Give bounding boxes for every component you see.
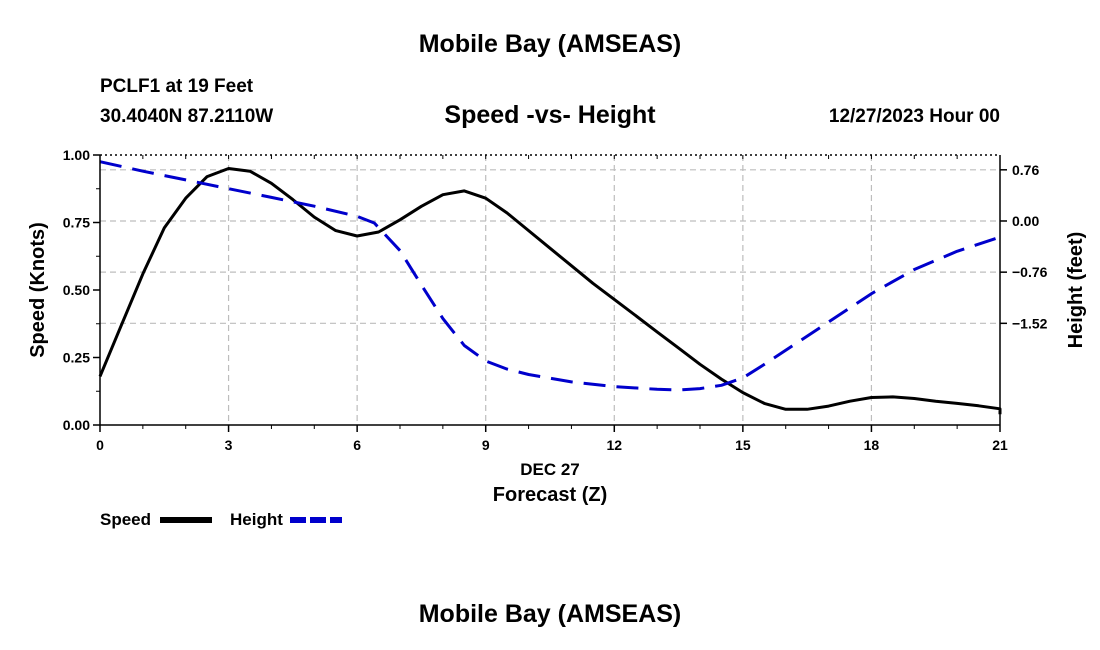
x-axis-date: DEC 27 — [520, 460, 580, 479]
y2-axis-title: Height (feet) — [1065, 232, 1087, 349]
y-axis-title: Speed (Knots) — [27, 222, 49, 358]
y-tick-label: 1.00 — [63, 147, 90, 163]
station-coordinates: 30.4040N 87.2110W — [100, 106, 274, 127]
axes: 0.00 0.25 0.50 0.75 1.00 0.76 0.00 −0.76 −1.52 0 3… — [27, 147, 1087, 506]
y2-tick-label: −1.52 — [1012, 315, 1048, 331]
forecast-date: 12/27/2023 Hour 00 — [828, 106, 1000, 127]
grid — [100, 155, 1000, 425]
x-tick-label: 6 — [353, 437, 361, 453]
station-name: PCLF1 at 19 Feet — [100, 76, 254, 97]
y2-tick-label: 0.76 — [1012, 162, 1039, 178]
y-tick-label: 0.25 — [63, 350, 90, 366]
series-line-speed — [98, 167, 1002, 415]
legend-label-speed: Speed — [100, 510, 151, 529]
x-tick-label: 15 — [735, 437, 751, 453]
chart-title: Speed -vs- Height — [444, 101, 656, 129]
x-tick-label: 9 — [482, 437, 490, 453]
y-tick-label: 0.75 — [63, 215, 90, 231]
series-line-height — [99, 160, 1001, 392]
x-tick-label: 0 — [96, 437, 104, 453]
legend-label-height: Height — [230, 510, 283, 529]
legend: Speed Height — [100, 510, 342, 529]
series-layer — [98, 160, 1002, 415]
y-tick-label: 0.00 — [63, 417, 90, 433]
plot-frame — [99, 154, 1001, 426]
x-tick-label: 21 — [992, 437, 1008, 453]
y2-tick-label: 0.00 — [1012, 213, 1039, 229]
main-title: Mobile Bay (AMSEAS) — [418, 30, 682, 58]
footer-title: Mobile Bay (AMSEAS) — [418, 600, 682, 628]
x-tick-label: 18 — [864, 437, 880, 453]
x-tick-label: 12 — [606, 437, 622, 453]
y2-tick-label: −0.76 — [1012, 264, 1048, 280]
y-tick-label: 0.50 — [63, 282, 90, 298]
x-axis-title: Forecast (Z) — [493, 484, 607, 506]
x-tick-label: 3 — [225, 437, 233, 453]
